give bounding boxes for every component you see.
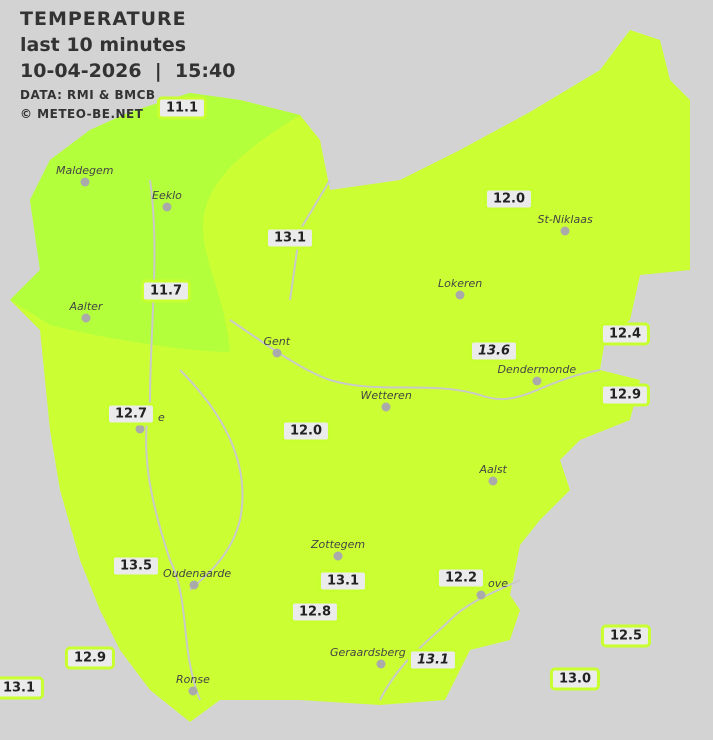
temperature-label: 12.9 — [64, 646, 116, 670]
temperature-label: 12.0 — [483, 187, 535, 211]
city-marker — [333, 551, 343, 561]
rivers — [145, 179, 601, 701]
city-marker — [135, 424, 145, 434]
map-subtitle: last 10 minutes — [20, 34, 187, 56]
temperature-label: 11.1 — [156, 96, 208, 120]
temperature-label: 13.1 — [0, 676, 45, 700]
city-marker — [560, 226, 570, 236]
temperature-label: 13.1 — [264, 226, 316, 250]
city-label: e — [158, 411, 165, 424]
temperature-label: 12.5 — [600, 624, 652, 648]
cool-zone — [10, 93, 300, 352]
temperature-label: 13.1 — [317, 569, 369, 593]
temperature-label: 11.7 — [140, 279, 192, 303]
city-label: Geraardsberg — [329, 646, 406, 659]
map-title: TEMPERATURE — [20, 8, 187, 30]
city-marker — [532, 376, 542, 386]
temperature-label: 12.2 — [435, 566, 487, 590]
city-label: Eeklo — [152, 189, 182, 202]
city-label: Dendermonde — [497, 363, 577, 376]
city-label: Wetteren — [360, 389, 412, 402]
city-marker — [455, 290, 465, 300]
temperature-label: 12.7 — [105, 402, 157, 426]
city-marker — [189, 580, 199, 590]
city-label: Aalter — [69, 300, 103, 313]
city-marker — [381, 402, 391, 412]
city-marker — [162, 202, 172, 212]
city-label: ove — [488, 577, 509, 590]
city-label: Maldegem — [56, 164, 114, 177]
city-marker — [188, 686, 198, 696]
temperature-label: 13.5 — [110, 554, 162, 578]
temperature-label: 13.1 — [407, 648, 459, 672]
temperature-label: 12.8 — [289, 600, 341, 624]
city-marker — [488, 476, 498, 486]
temperature-label: 13.6 — [468, 339, 520, 363]
city-label: St-Niklaas — [537, 213, 593, 226]
city-label: Zottegem — [311, 538, 366, 551]
city-label: Oudenaarde — [163, 567, 232, 580]
city-marker — [80, 177, 90, 187]
map-datetime: 10-04-2026 | 15:40 — [20, 60, 236, 82]
city-marker — [476, 590, 486, 600]
data-source: DATA: RMI & BMCB — [20, 88, 156, 102]
temperature-label: 12.4 — [599, 322, 651, 346]
city-marker — [376, 659, 386, 669]
copyright: © METEO-BE.NET — [20, 107, 144, 121]
city-marker — [81, 313, 91, 323]
city-label: Ronse — [176, 673, 210, 686]
city-label: Gent — [263, 335, 291, 348]
temperature-label: 12.9 — [599, 383, 651, 407]
city-label: Aalst — [479, 463, 507, 476]
city-marker — [272, 348, 282, 358]
city-label: Lokeren — [438, 277, 483, 290]
temperature-label: 12.0 — [280, 419, 332, 443]
temperature-label: 13.0 — [549, 667, 601, 691]
